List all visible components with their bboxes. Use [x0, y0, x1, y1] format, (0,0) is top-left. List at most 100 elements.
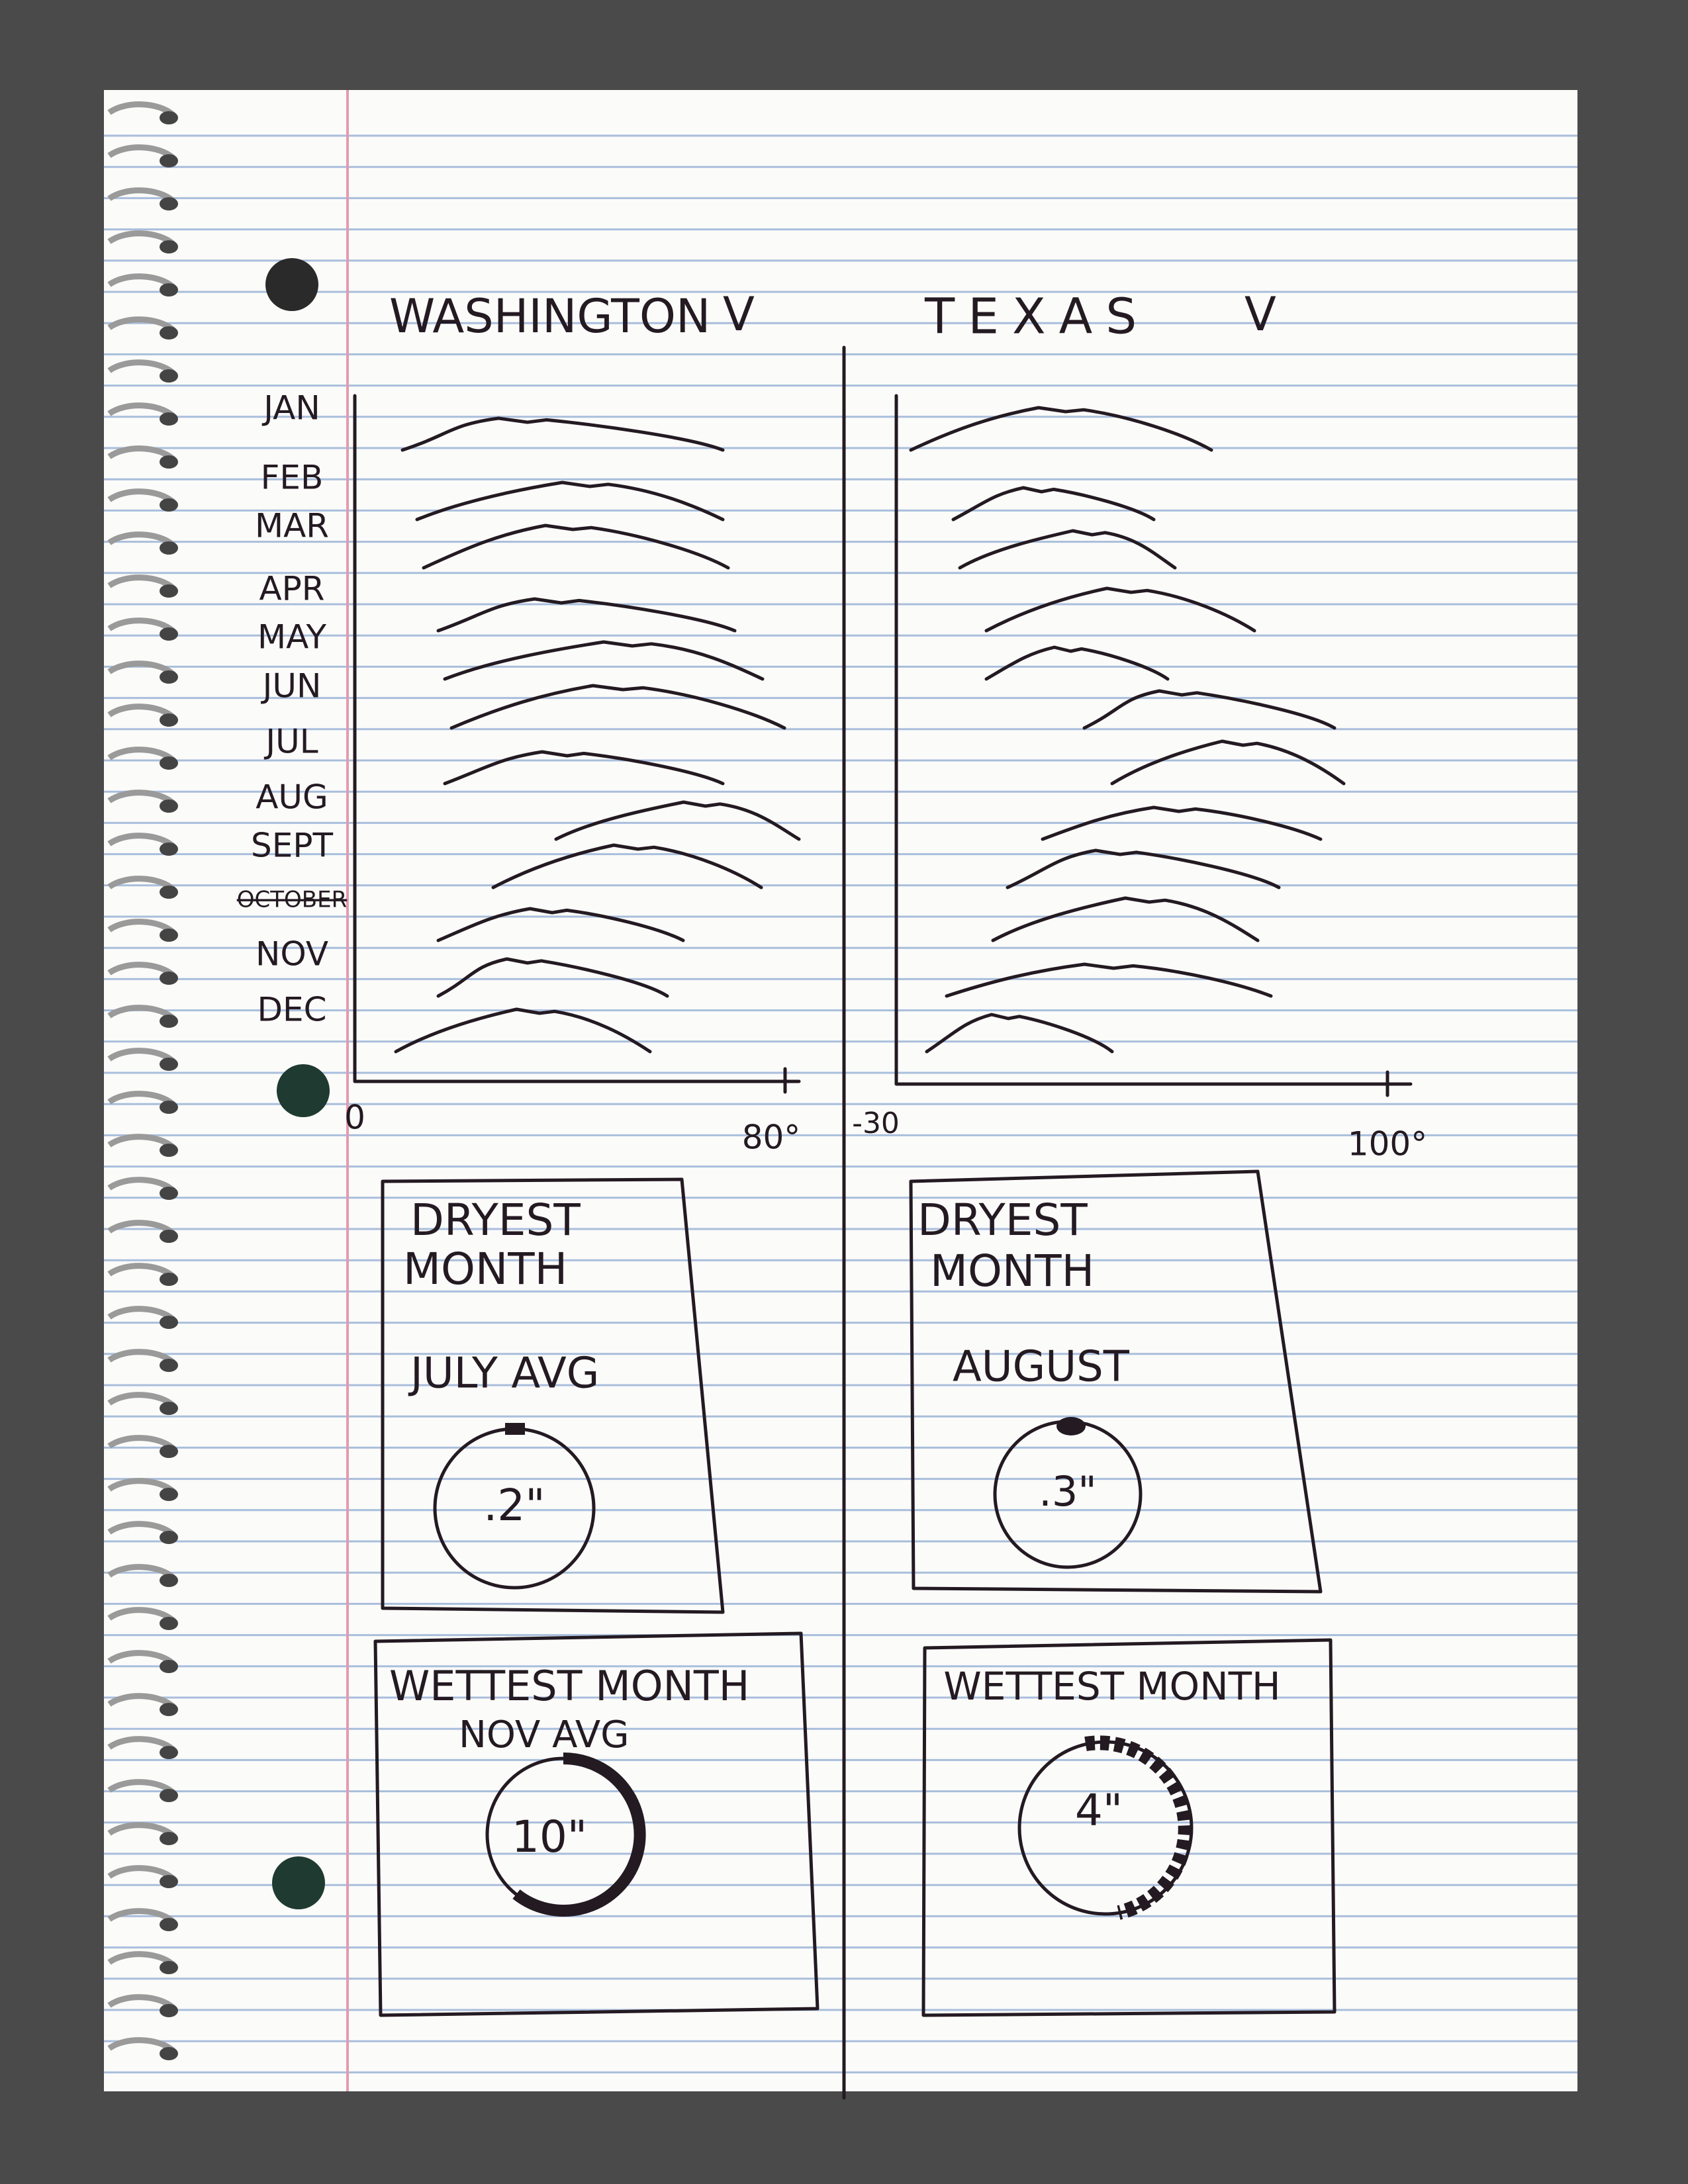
- spiral-dot: [160, 1617, 178, 1630]
- spiral-dot: [160, 842, 178, 856]
- card-title: WETTEST MONTH: [943, 1664, 1280, 1709]
- spiral-dot: [160, 1058, 178, 1071]
- card-title: MONTH: [930, 1246, 1094, 1297]
- card-month: AUGUST: [953, 1343, 1130, 1392]
- card-month: JULY AVG: [408, 1349, 599, 1398]
- spiral-dot: [160, 1445, 178, 1458]
- punch-hole: [277, 1064, 330, 1117]
- spiral-dot: [160, 1746, 178, 1759]
- spiral-dot: [160, 1488, 178, 1501]
- spiral-dot: [160, 1359, 178, 1372]
- axis-label: 0: [344, 1099, 365, 1137]
- month-label: SEPT: [251, 827, 333, 865]
- axis-label: 100°: [1348, 1125, 1427, 1163]
- ridgeline: [394, 1007, 652, 1054]
- ridgeline: [436, 907, 685, 942]
- state-name: TEXAS: [924, 289, 1150, 345]
- dropdown-toggle[interactable]: V: [723, 287, 755, 341]
- ridgeline: [909, 406, 1213, 452]
- spiral-dot: [160, 1273, 178, 1286]
- card-amount: .3": [1039, 1467, 1097, 1516]
- spiral-dot: [160, 756, 178, 770]
- month-label: OCTOBER: [237, 887, 347, 913]
- card-title: WETTEST MONTH: [389, 1662, 749, 1710]
- spiral-dot: [160, 1402, 178, 1415]
- dropdown-toggle[interactable]: V: [1244, 287, 1276, 341]
- state-name: WASHINGTON: [389, 289, 710, 343]
- axis-label: 80°: [742, 1118, 801, 1157]
- ridgeline: [415, 480, 725, 522]
- card-amount: 10": [512, 1811, 587, 1862]
- card: [373, 1631, 820, 2017]
- ridgeline: [449, 684, 786, 730]
- ridgeline: [443, 640, 765, 681]
- gauge-fill: [512, 1752, 646, 1917]
- spiral-dot: [160, 111, 178, 124]
- axis: [894, 394, 1413, 1086]
- month-label: JUL: [263, 723, 318, 761]
- month-label: MAY: [258, 618, 326, 657]
- ridgeline: [443, 750, 725, 786]
- ridgeline: [984, 586, 1256, 633]
- card-month: NOV AVG: [459, 1713, 630, 1756]
- gauge-marker: [1056, 1417, 1086, 1435]
- card: [381, 1177, 725, 1614]
- spiral-dot: [160, 197, 178, 210]
- ridgeline: [1082, 689, 1336, 730]
- spiral-dot: [160, 1101, 178, 1114]
- punch-hole: [265, 258, 318, 311]
- month-label: APR: [259, 570, 324, 608]
- card-title: MONTH: [403, 1244, 567, 1295]
- ridgelines: [394, 406, 1346, 1054]
- month-label: AUG: [256, 778, 328, 817]
- spiral-dot: [160, 369, 178, 383]
- spiral-dot: [160, 1187, 178, 1200]
- card-amount: .2": [483, 1480, 545, 1531]
- spiral-dot: [160, 240, 178, 253]
- spiral-dot: [160, 1230, 178, 1243]
- spiral-dot: [160, 1703, 178, 1716]
- spiral-dot: [160, 1316, 178, 1329]
- spiral-dot: [160, 498, 178, 512]
- month-label: JAN: [261, 389, 320, 428]
- ridgeline: [1110, 739, 1346, 786]
- spiral-dot: [160, 326, 178, 340]
- spiral-dot: [160, 713, 178, 727]
- ridgeline: [491, 843, 763, 889]
- card-title: DRYEST: [917, 1195, 1088, 1246]
- spiral-dot: [160, 1832, 178, 1845]
- spiral-dot: [160, 627, 178, 641]
- month-labels: JAN FEB MAR APR MAY JUN JUL AUG SEPT OCTOBER NOV DE…: [237, 389, 347, 1029]
- month-label: FEB: [261, 459, 324, 497]
- spiral-dot: [160, 886, 178, 899]
- spiral-dot: [160, 1144, 178, 1157]
- spiral-dot: [160, 1015, 178, 1028]
- ridgeline: [951, 486, 1156, 522]
- ruled-lines: [104, 134, 1577, 2073]
- spiral-dot: [160, 455, 178, 469]
- spiral-dot: [160, 670, 178, 684]
- spiral-dot: [160, 1918, 178, 1931]
- spiral-dot: [160, 1875, 178, 1888]
- spiral-dot: [160, 412, 178, 426]
- spiral-dot: [160, 2004, 178, 2017]
- card: [909, 1169, 1323, 1594]
- month-label: JUN: [261, 667, 322, 705]
- gauge-fill: [1084, 1735, 1193, 1920]
- spiral-dot: [160, 972, 178, 985]
- gauge-marker: [505, 1423, 525, 1435]
- month-label: DEC: [257, 991, 326, 1029]
- ridgeline: [400, 416, 725, 452]
- spiral-binding: [107, 101, 178, 2060]
- spiral-dot: [160, 799, 178, 813]
- ridgeline: [925, 1013, 1114, 1054]
- axis-label: -30: [852, 1107, 900, 1140]
- ridgeline: [1041, 805, 1323, 841]
- spiral-dot: [160, 1961, 178, 1974]
- card: [921, 1638, 1336, 2017]
- spiral-dot: [160, 929, 178, 942]
- card-title: DRYEST: [410, 1195, 581, 1246]
- ridgeline: [945, 962, 1273, 998]
- ridgeline: [422, 523, 730, 570]
